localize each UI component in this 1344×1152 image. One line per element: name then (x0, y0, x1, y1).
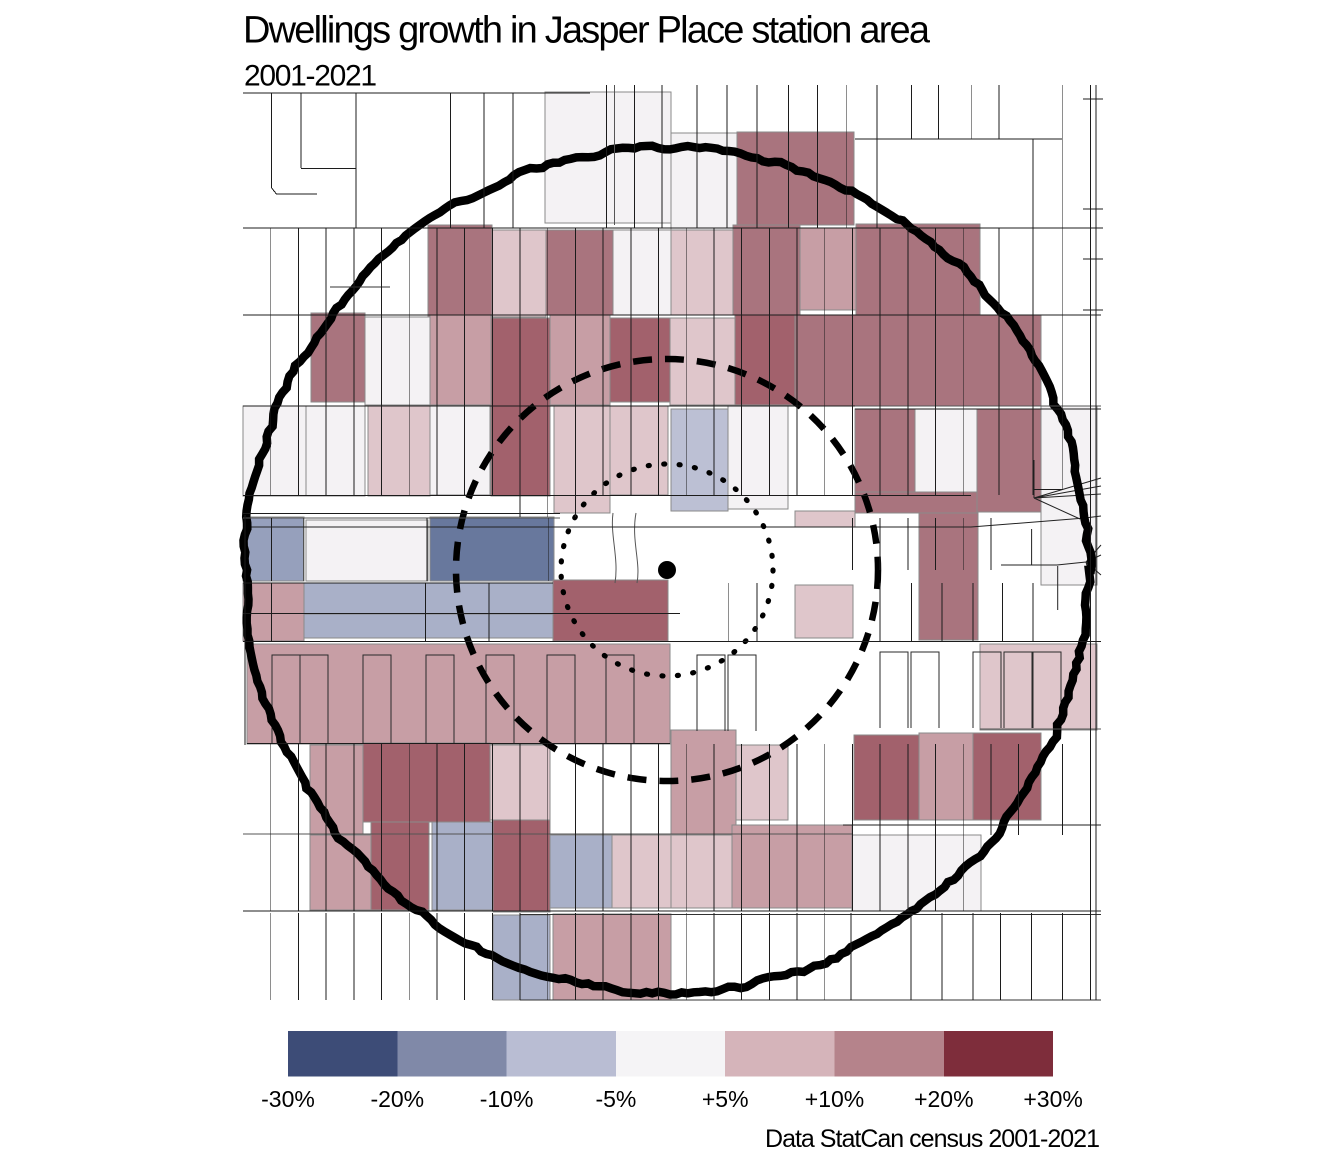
svg-text:+10%: +10% (805, 1086, 864, 1112)
svg-text:-10%: -10% (480, 1086, 534, 1112)
svg-text:-30%: -30% (261, 1086, 315, 1112)
svg-text:+5%: +5% (702, 1086, 749, 1112)
svg-text:Dwellings growth in Jasper Pla: Dwellings growth in Jasper Place station… (243, 10, 931, 52)
svg-text:-20%: -20% (370, 1086, 424, 1112)
svg-text:+20%: +20% (914, 1086, 973, 1112)
svg-text:+30%: +30% (1023, 1086, 1082, 1112)
svg-text:-5%: -5% (595, 1086, 636, 1112)
svg-text:2001-2021: 2001-2021 (244, 60, 377, 93)
svg-text:Data StatCan census 2001-2021: Data StatCan census 2001-2021 (765, 1125, 1100, 1152)
